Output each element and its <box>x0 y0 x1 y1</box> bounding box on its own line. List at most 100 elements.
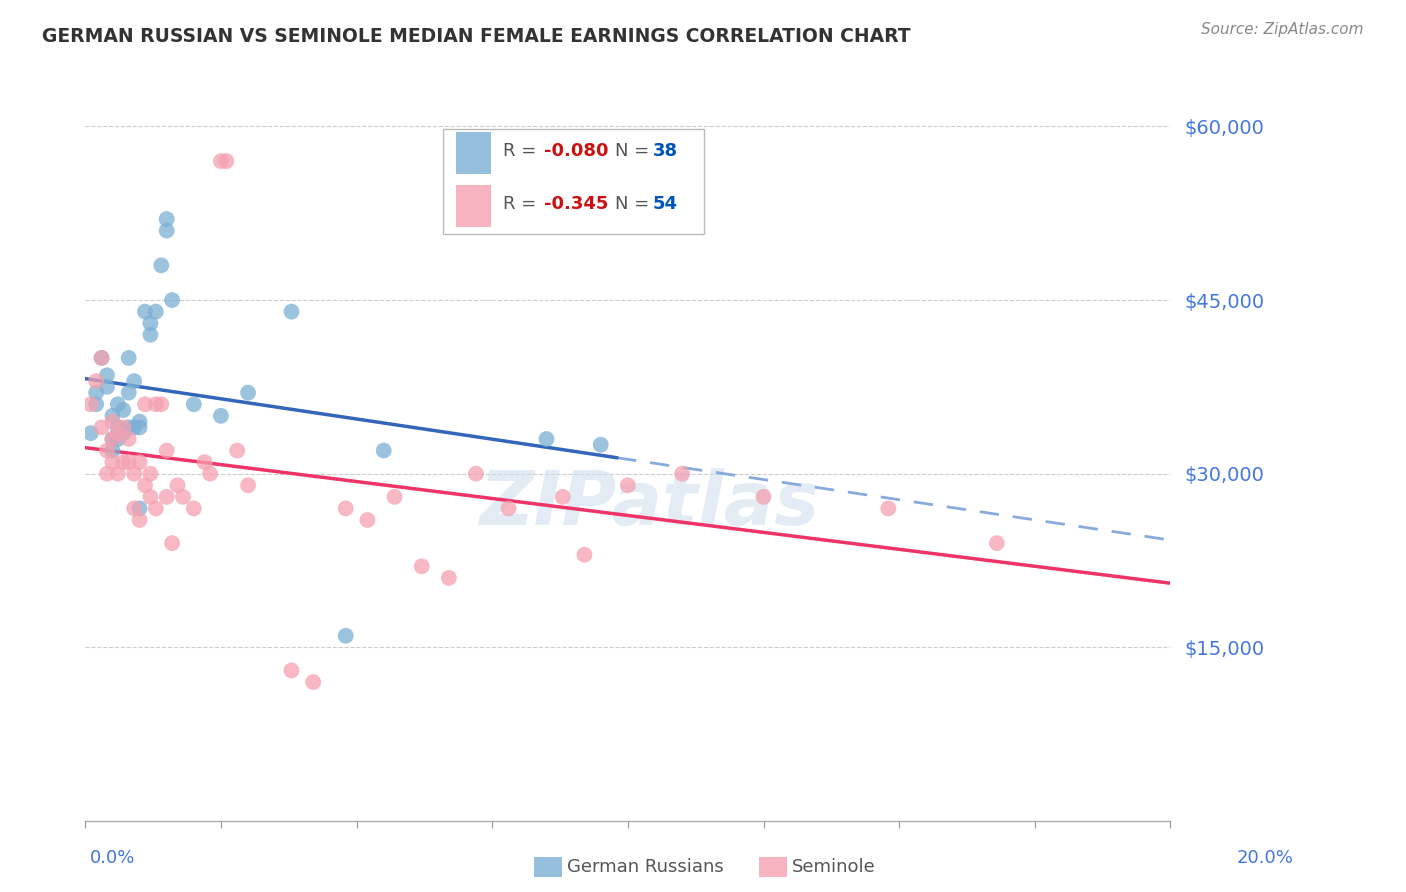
Point <box>112 403 135 417</box>
Point <box>139 467 162 481</box>
Point <box>80 397 103 411</box>
Point <box>80 426 103 441</box>
Point <box>335 629 357 643</box>
Point <box>280 304 302 318</box>
Point <box>128 415 150 429</box>
Point <box>209 409 232 423</box>
Text: -0.345: -0.345 <box>544 195 609 213</box>
Point <box>101 443 124 458</box>
Point <box>90 420 112 434</box>
Point <box>617 478 640 492</box>
Point <box>107 467 129 481</box>
Point <box>986 536 1008 550</box>
Point <box>156 443 179 458</box>
Point <box>145 304 167 318</box>
Point <box>574 548 596 562</box>
Point <box>215 154 238 169</box>
Point <box>96 368 118 383</box>
Point <box>160 293 183 307</box>
Point <box>84 374 107 388</box>
Point <box>356 513 378 527</box>
Point <box>134 397 156 411</box>
Text: GERMAN RUSSIAN VS SEMINOLE MEDIAN FEMALE EARNINGS CORRELATION CHART: GERMAN RUSSIAN VS SEMINOLE MEDIAN FEMALE… <box>42 27 911 45</box>
Point <box>107 426 129 441</box>
Point <box>335 501 357 516</box>
Point <box>437 571 460 585</box>
Point <box>101 409 124 423</box>
Point <box>122 374 145 388</box>
Point <box>90 351 112 365</box>
Point <box>139 490 162 504</box>
Text: 20.0%: 20.0% <box>1237 849 1294 867</box>
Point <box>128 455 150 469</box>
Point <box>107 397 129 411</box>
Text: ZIPatlas: ZIPatlas <box>479 468 820 541</box>
Point <box>122 467 145 481</box>
Bar <box>457 186 491 227</box>
Point <box>96 467 118 481</box>
Point <box>671 467 693 481</box>
Point <box>122 501 145 516</box>
Point <box>96 380 118 394</box>
Point <box>122 420 145 434</box>
Point <box>145 501 167 516</box>
Point <box>160 536 183 550</box>
Text: 38: 38 <box>652 143 678 161</box>
Point <box>128 513 150 527</box>
Point <box>172 490 194 504</box>
Point <box>183 501 205 516</box>
Point <box>118 385 141 400</box>
Point <box>134 478 156 492</box>
Point <box>198 467 221 481</box>
Point <box>84 385 107 400</box>
Point <box>139 327 162 342</box>
Point <box>101 432 124 446</box>
Point <box>145 397 167 411</box>
Point <box>194 455 217 469</box>
Point <box>112 426 135 441</box>
Point <box>156 224 179 238</box>
Point <box>589 438 612 452</box>
Point <box>118 420 141 434</box>
Text: N =: N = <box>614 195 655 213</box>
Point <box>134 304 156 318</box>
Point <box>118 351 141 365</box>
Point <box>84 397 107 411</box>
Point <box>209 154 232 169</box>
Point <box>107 420 129 434</box>
Point <box>752 490 775 504</box>
Point <box>150 258 173 272</box>
Point <box>236 385 259 400</box>
Point <box>112 455 135 469</box>
Text: -0.080: -0.080 <box>544 143 609 161</box>
Point <box>156 490 179 504</box>
Point <box>118 455 141 469</box>
Text: German Russians: German Russians <box>567 858 723 876</box>
Point <box>101 432 124 446</box>
Point <box>107 432 129 446</box>
Point <box>236 478 259 492</box>
Point <box>877 501 900 516</box>
Point <box>96 443 118 458</box>
Point <box>128 501 150 516</box>
Point <box>150 397 173 411</box>
Point <box>156 212 179 227</box>
Point <box>139 316 162 330</box>
Point <box>280 664 302 678</box>
Text: R =: R = <box>503 195 543 213</box>
Text: Source: ZipAtlas.com: Source: ZipAtlas.com <box>1201 22 1364 37</box>
Point <box>226 443 249 458</box>
Bar <box>457 133 491 174</box>
Text: N =: N = <box>614 143 655 161</box>
Point <box>101 415 124 429</box>
Text: 54: 54 <box>652 195 678 213</box>
Text: R =: R = <box>503 143 543 161</box>
Point <box>384 490 406 504</box>
Point <box>101 455 124 469</box>
Text: 0.0%: 0.0% <box>90 849 135 867</box>
Point <box>411 559 433 574</box>
Point <box>536 432 558 446</box>
Point <box>112 420 135 434</box>
Point <box>465 467 488 481</box>
Point <box>302 675 325 690</box>
